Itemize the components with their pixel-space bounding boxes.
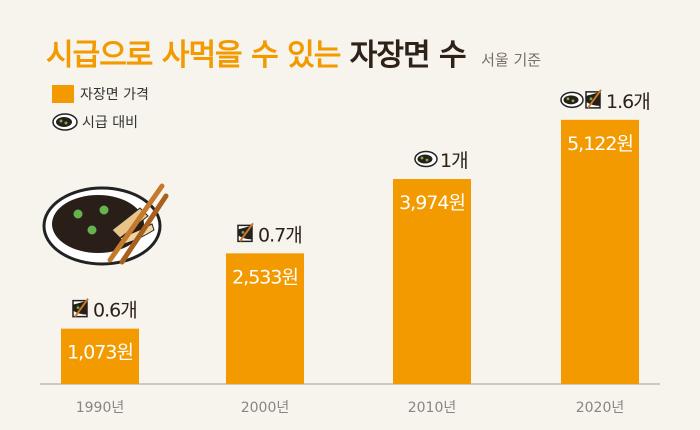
partial-noodle-bowl-icon xyxy=(237,222,254,243)
legend-item-price: 자장면 가격 xyxy=(52,82,149,106)
legend-swatch-bar xyxy=(52,85,74,103)
x-tick-label: 2020년 xyxy=(576,400,625,416)
legend-label-ratio: 시급 대비 xyxy=(82,115,138,131)
bar xyxy=(226,253,304,384)
ratio-value-label: 1.6개 xyxy=(606,91,650,113)
noodle-bowl-icon xyxy=(52,113,78,131)
x-tick-label: 2010년 xyxy=(408,400,457,416)
jajangmyeon-bowl-icon xyxy=(42,183,169,266)
x-tick-label: 1990년 xyxy=(76,400,125,416)
bar-value-label: 5,122원 xyxy=(567,133,633,155)
chart-title: 시급으로 사먹을 수 있는 자장면 수 서울 기준 xyxy=(46,30,541,74)
bar xyxy=(393,179,471,384)
noodle-bowl-icon xyxy=(560,91,584,109)
title-emphasis: 자장면 수 xyxy=(349,38,467,73)
bars-layer: 1,073원 1990년 0.6개 2,533원 2000년 0.7개 3,974원 2010… xyxy=(61,89,651,416)
title-highlight: 시급으로 사먹을 수 있는 xyxy=(46,38,341,73)
partial-noodle-bowl-icon xyxy=(72,298,89,318)
bar-value-label: 2,533원 xyxy=(232,266,298,288)
ratio-value-label: 0.6개 xyxy=(93,300,137,322)
title-note: 서울 기준 xyxy=(481,51,542,69)
x-tick-label: 2000년 xyxy=(241,400,290,416)
bar xyxy=(561,119,639,385)
noodle-bowl-icon xyxy=(414,150,438,168)
bar-value-label: 1,073원 xyxy=(67,342,133,364)
legend-label-price: 자장면 가격 xyxy=(80,87,149,103)
legend-item-ratio: 시급 대비 xyxy=(52,110,149,134)
partial-noodle-bowl-icon xyxy=(585,89,602,109)
bar-value-label: 3,974원 xyxy=(399,192,465,214)
bar xyxy=(61,328,139,384)
legend: 자장면 가격 시급 대비 xyxy=(52,82,149,138)
ratio-value-label: 0.7개 xyxy=(258,224,302,246)
ratio-value-label: 1개 xyxy=(440,150,468,172)
